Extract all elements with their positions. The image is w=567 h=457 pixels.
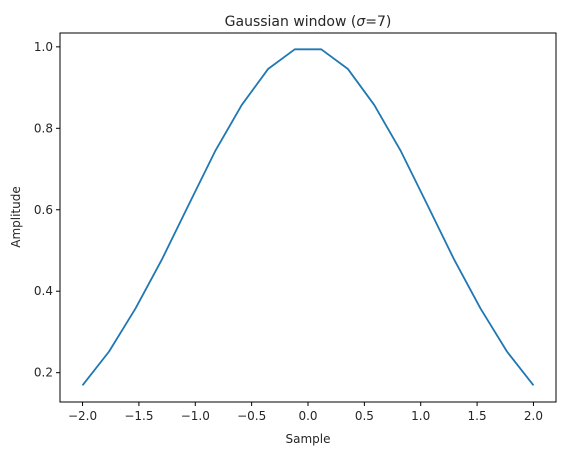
x-tick-label: −2.0 <box>68 409 97 423</box>
y-tick-label: 0.4 <box>34 284 53 298</box>
x-tick-label: 1.5 <box>468 409 487 423</box>
gaussian-series-line <box>81 48 535 386</box>
chart-title: Gaussian window (σ=7) <box>225 14 392 30</box>
x-tick-label: −1.5 <box>124 409 153 423</box>
y-tick-label: 1.0 <box>34 40 53 54</box>
x-axis-ticks: −2.0 −1.5 −1.0 −0.5 0.0 0.5 1.0 1.5 2.0 <box>68 402 543 423</box>
y-axis-label: Amplitude <box>9 186 23 248</box>
y-tick-label: 0.6 <box>34 203 53 217</box>
y-axis-ticks: 0.2 0.4 0.6 0.8 1.0 <box>34 40 60 380</box>
series-layer <box>81 48 535 386</box>
y-tick-label: 0.2 <box>34 366 53 380</box>
x-tick-label: 0.5 <box>355 409 374 423</box>
x-tick-label: −0.5 <box>237 409 266 423</box>
x-tick-label: 1.0 <box>411 409 430 423</box>
x-axis-label: Sample <box>286 432 331 446</box>
x-tick-label: −1.0 <box>181 409 210 423</box>
y-tick-label: 0.8 <box>34 121 53 135</box>
plot-frame <box>59 32 557 403</box>
x-tick-label: 2.0 <box>524 409 543 423</box>
x-tick-label: 0.0 <box>298 409 317 423</box>
